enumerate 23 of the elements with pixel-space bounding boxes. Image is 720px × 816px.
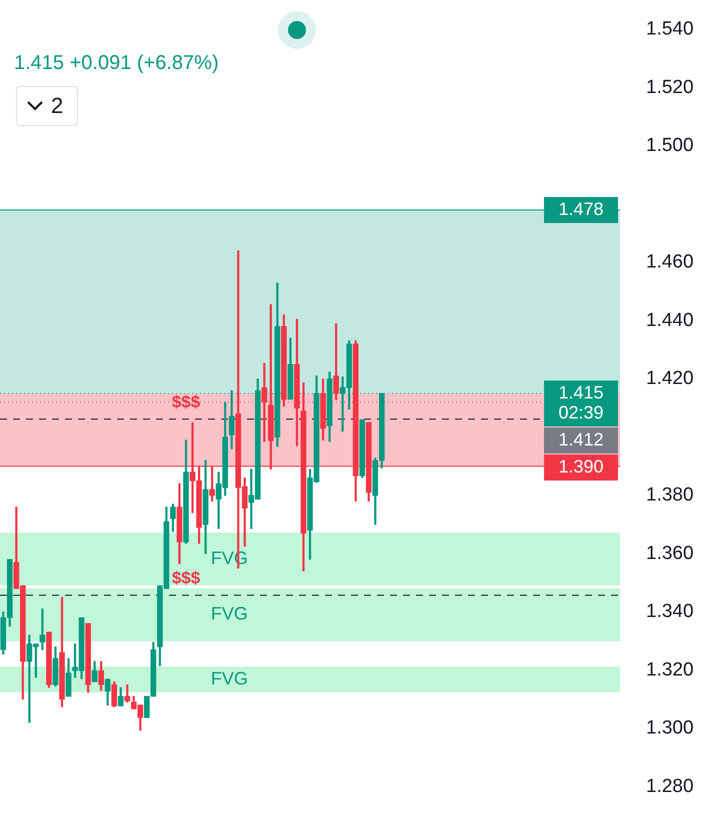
ref-line-label: 1.415 02:39 [558, 382, 604, 422]
y-tick-label: 1.280 [646, 776, 694, 797]
candlestick [261, 362, 268, 442]
ref-line-label: $$$ [172, 392, 201, 412]
annotation: 2 [51, 93, 64, 119]
y-tick-label: 1.360 [646, 542, 694, 564]
y-tick-label: 1.380 [646, 484, 694, 506]
y-tick-label: 1.540 [646, 18, 694, 40]
y-tick-label: 1.340 [646, 601, 694, 622]
ref-line-label: 1.390 [558, 456, 604, 476]
band-label: FVG [210, 668, 248, 688]
y-tick-label: 1.460 [646, 252, 694, 273]
y-tick-label: 1.440 [646, 310, 694, 331]
annotation: 1.415 +0.091 (+6.87%) [14, 52, 219, 75]
ref-line-label: 1.478 [558, 198, 604, 219]
y-tick-label: 1.500 [646, 135, 694, 156]
y-tick-label: 1.420 [646, 368, 694, 390]
ref-line-label: 1.412 [558, 429, 604, 450]
ref-line-label: $$$ [172, 568, 201, 588]
y-tick-label: 1.520 [646, 76, 694, 98]
band-label: FVG [210, 604, 248, 624]
y-tick-label: 1.320 [646, 659, 694, 680]
y-tick-label: 1.300 [646, 718, 694, 739]
